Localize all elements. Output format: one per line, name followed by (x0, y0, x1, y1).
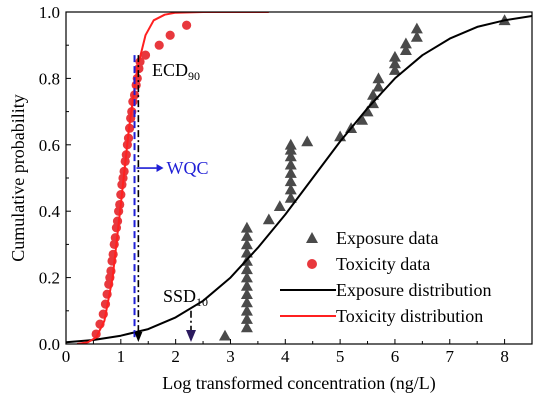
exposure-point (301, 135, 314, 147)
exposure-point (240, 288, 253, 299)
exposure-point (240, 321, 253, 333)
exposure-point (284, 167, 297, 178)
y-tick-label: 0.8 (39, 69, 60, 88)
ssd10-label: SSD10 (163, 286, 208, 309)
x-tick-label: 5 (336, 347, 345, 366)
x-tick-label: 4 (281, 347, 290, 366)
exposure-point (388, 64, 401, 75)
x-tick-label: 3 (226, 347, 235, 366)
exposure-point (284, 183, 297, 195)
exposure-point (399, 37, 412, 49)
ssd10-label-sub: 10 (196, 295, 208, 309)
exposure-point (240, 230, 253, 241)
x-axis-title: Log transformed concentration (ng/L) (162, 373, 435, 394)
toxicity-point (154, 40, 164, 50)
x-tick-label: 8 (500, 347, 509, 366)
axes: 0 1 2 3 4 5 6 7 8 0.0 0.2 0.4 0.6 0.8 1.0 Log transform… (8, 3, 533, 394)
wqc-label: WQC (167, 158, 209, 178)
exposure-point (240, 313, 253, 324)
x-tick-label: 0 (62, 347, 71, 366)
exposure-point (367, 89, 380, 100)
toxicity-point (165, 30, 175, 40)
y-tick-label: 0.2 (39, 269, 60, 288)
ssd10-arrowhead (185, 330, 196, 342)
legend-item: Exposure data (306, 228, 438, 248)
exposure-point (240, 279, 253, 291)
exposure-point (240, 246, 253, 258)
legend-item: Toxicity distribution (280, 306, 483, 326)
legend-item: Exposure distribution (280, 280, 492, 300)
x-tick-label: 1 (117, 347, 126, 366)
toxicity-point (182, 20, 192, 30)
toxicity-point (112, 216, 123, 226)
x-tick-label: 7 (446, 347, 455, 366)
exposure-point (284, 158, 297, 170)
x-tick-label: 2 (171, 347, 180, 366)
exposure-point (218, 329, 231, 341)
exposure-point (284, 191, 297, 203)
legend: Exposure data Toxicity data Exposure distr… (280, 228, 492, 326)
ecd90-label: ECD90 (152, 60, 200, 83)
exposure-point (240, 263, 253, 275)
toxicity-point (140, 50, 151, 60)
y-tick-label: 0.0 (39, 335, 60, 354)
exposure-point (399, 44, 412, 55)
exposure-point (372, 80, 385, 92)
ssd10-label-main: SSD (163, 286, 196, 306)
exposure-point (410, 30, 423, 42)
exposure-point (284, 150, 297, 162)
wqc-arrowhead (156, 164, 164, 173)
exposure-point (410, 22, 423, 34)
y-axis-title: Cumulative probability (8, 94, 28, 261)
exposure-point (372, 72, 385, 84)
exposure-point (273, 200, 286, 212)
legend-label: Exposure data (336, 228, 438, 248)
ecd90-arrowhead (134, 332, 143, 342)
legend-label: Toxicity data (336, 254, 430, 274)
ecd90-label-sub: 90 (188, 69, 200, 83)
exposure-point (361, 105, 374, 117)
exposure-point (284, 138, 297, 150)
x-tick-label: 6 (391, 347, 400, 366)
exposure-point (262, 213, 275, 225)
exposure-distribution-line (66, 15, 532, 344)
y-tick-label: 1.0 (39, 3, 60, 22)
exposure-point (356, 113, 369, 125)
exposure-point (240, 271, 253, 283)
exposure-point (284, 175, 297, 187)
legend-item: Toxicity data (307, 254, 430, 274)
legend-circle-icon (307, 259, 317, 269)
ecd90-label-main: ECD (152, 60, 188, 80)
exposure-point (388, 50, 401, 62)
exposure-point (240, 296, 253, 308)
legend-triangle-icon (306, 232, 318, 243)
exposure-point (240, 304, 253, 316)
exposure-point (240, 238, 253, 250)
toxicity-point (110, 233, 120, 243)
legend-label: Exposure distribution (336, 280, 492, 300)
legend-label: Toxicity distribution (336, 306, 483, 326)
exposure-point (388, 57, 401, 69)
exposure-point (240, 221, 253, 233)
y-tick-label: 0.6 (39, 136, 60, 155)
y-tick-label: 0.4 (39, 202, 61, 221)
